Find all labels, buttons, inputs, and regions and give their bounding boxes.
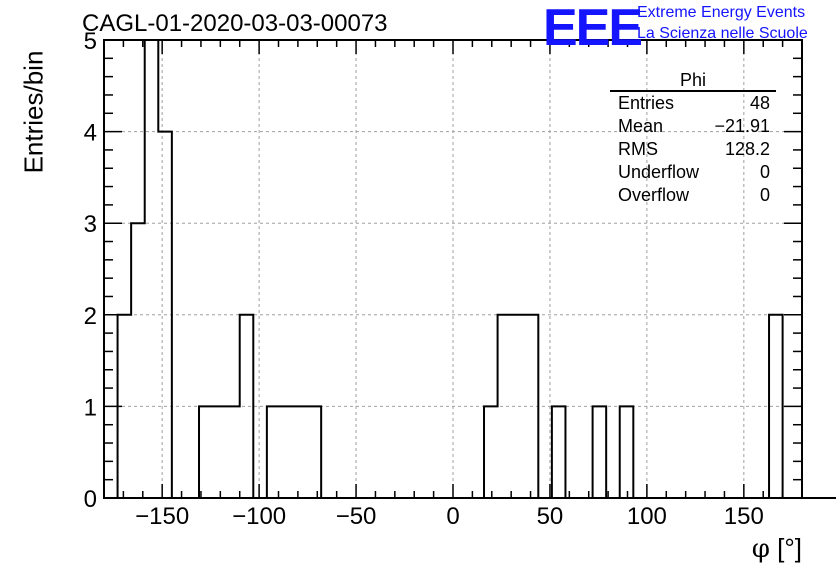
stats-value: 0 bbox=[759, 185, 770, 205]
stats-label: Underflow bbox=[618, 162, 700, 182]
stats-row-entries: Entries 48 bbox=[610, 92, 776, 115]
stats-value: 128.2 bbox=[724, 139, 770, 159]
x-tick-label: −100 bbox=[232, 503, 286, 530]
x-tick-label: 50 bbox=[537, 503, 564, 530]
histogram-bin bbox=[593, 406, 607, 498]
y-tick-label: 2 bbox=[84, 303, 97, 330]
histogram-bin bbox=[267, 406, 281, 498]
stats-title: Phi bbox=[610, 70, 776, 92]
x-axis-label: φ [°] bbox=[752, 533, 802, 564]
histogram-bin bbox=[308, 406, 322, 498]
y-tick-label: 3 bbox=[84, 211, 97, 238]
histogram-bin bbox=[226, 406, 240, 498]
histogram-bin bbox=[511, 315, 525, 498]
histogram-bin bbox=[552, 406, 566, 498]
y-axis-label: Entries/bin bbox=[18, 50, 49, 174]
x-tick-label: 0 bbox=[446, 503, 459, 530]
x-tick-label: 100 bbox=[627, 503, 667, 530]
logo-line-2: La Scienza nelle Scuole bbox=[637, 25, 808, 42]
y-tick-label: 0 bbox=[84, 486, 97, 513]
stats-label: RMS bbox=[618, 139, 658, 159]
axis-ticks bbox=[103, 39, 803, 499]
logo-line-1: Extreme Energy Events bbox=[637, 4, 806, 21]
stats-row-rms: RMS 128.2 bbox=[610, 138, 776, 161]
histogram-bin bbox=[240, 315, 254, 498]
stats-value: −21.91 bbox=[714, 116, 770, 136]
stats-label: Overflow bbox=[618, 185, 690, 205]
histogram-bin bbox=[484, 406, 498, 498]
histogram-bin bbox=[158, 132, 172, 498]
stats-row-overflow: Overflow 0 bbox=[610, 184, 776, 207]
stats-label: Entries bbox=[618, 93, 675, 113]
x-axis-symbol: φ bbox=[751, 534, 770, 564]
stats-value: 0 bbox=[759, 162, 770, 182]
x-tick-label: −50 bbox=[336, 503, 377, 530]
histogram-bin bbox=[145, 40, 159, 498]
histogram-bin bbox=[769, 315, 783, 498]
histogram-bin bbox=[280, 406, 294, 498]
histogram-bin bbox=[525, 315, 539, 498]
y-tick-label: 5 bbox=[84, 28, 97, 55]
histogram-bin bbox=[131, 223, 145, 498]
stats-row-mean: Mean −21.91 bbox=[610, 115, 776, 138]
stats-label: Mean bbox=[618, 116, 664, 136]
stats-row-underflow: Underflow 0 bbox=[610, 161, 776, 184]
stats-box: Phi Entries 48 Mean −21.91 RMS 128.2 Und… bbox=[610, 70, 776, 207]
histogram-bin bbox=[294, 406, 308, 498]
plot-title: CAGL-01-2020-03-03-00073 bbox=[82, 10, 388, 37]
x-tick-label: 150 bbox=[724, 503, 764, 530]
histogram-bin bbox=[498, 315, 512, 498]
stats-value: 48 bbox=[749, 93, 770, 113]
axis-tick-labels: −150 −100 −50 0 50 100 150 0 1 2 3 4 5 bbox=[84, 28, 764, 530]
eee-logo: EEE bbox=[543, 0, 643, 57]
plot-frame bbox=[103, 39, 803, 499]
histogram-bin bbox=[620, 406, 634, 498]
y-tick-label: 1 bbox=[84, 394, 97, 421]
x-axis-unit: [°] bbox=[777, 533, 802, 563]
histogram-bin bbox=[213, 406, 227, 498]
histogram-bin bbox=[199, 406, 213, 498]
y-tick-label: 4 bbox=[84, 120, 97, 147]
x-tick-label: −150 bbox=[135, 503, 189, 530]
